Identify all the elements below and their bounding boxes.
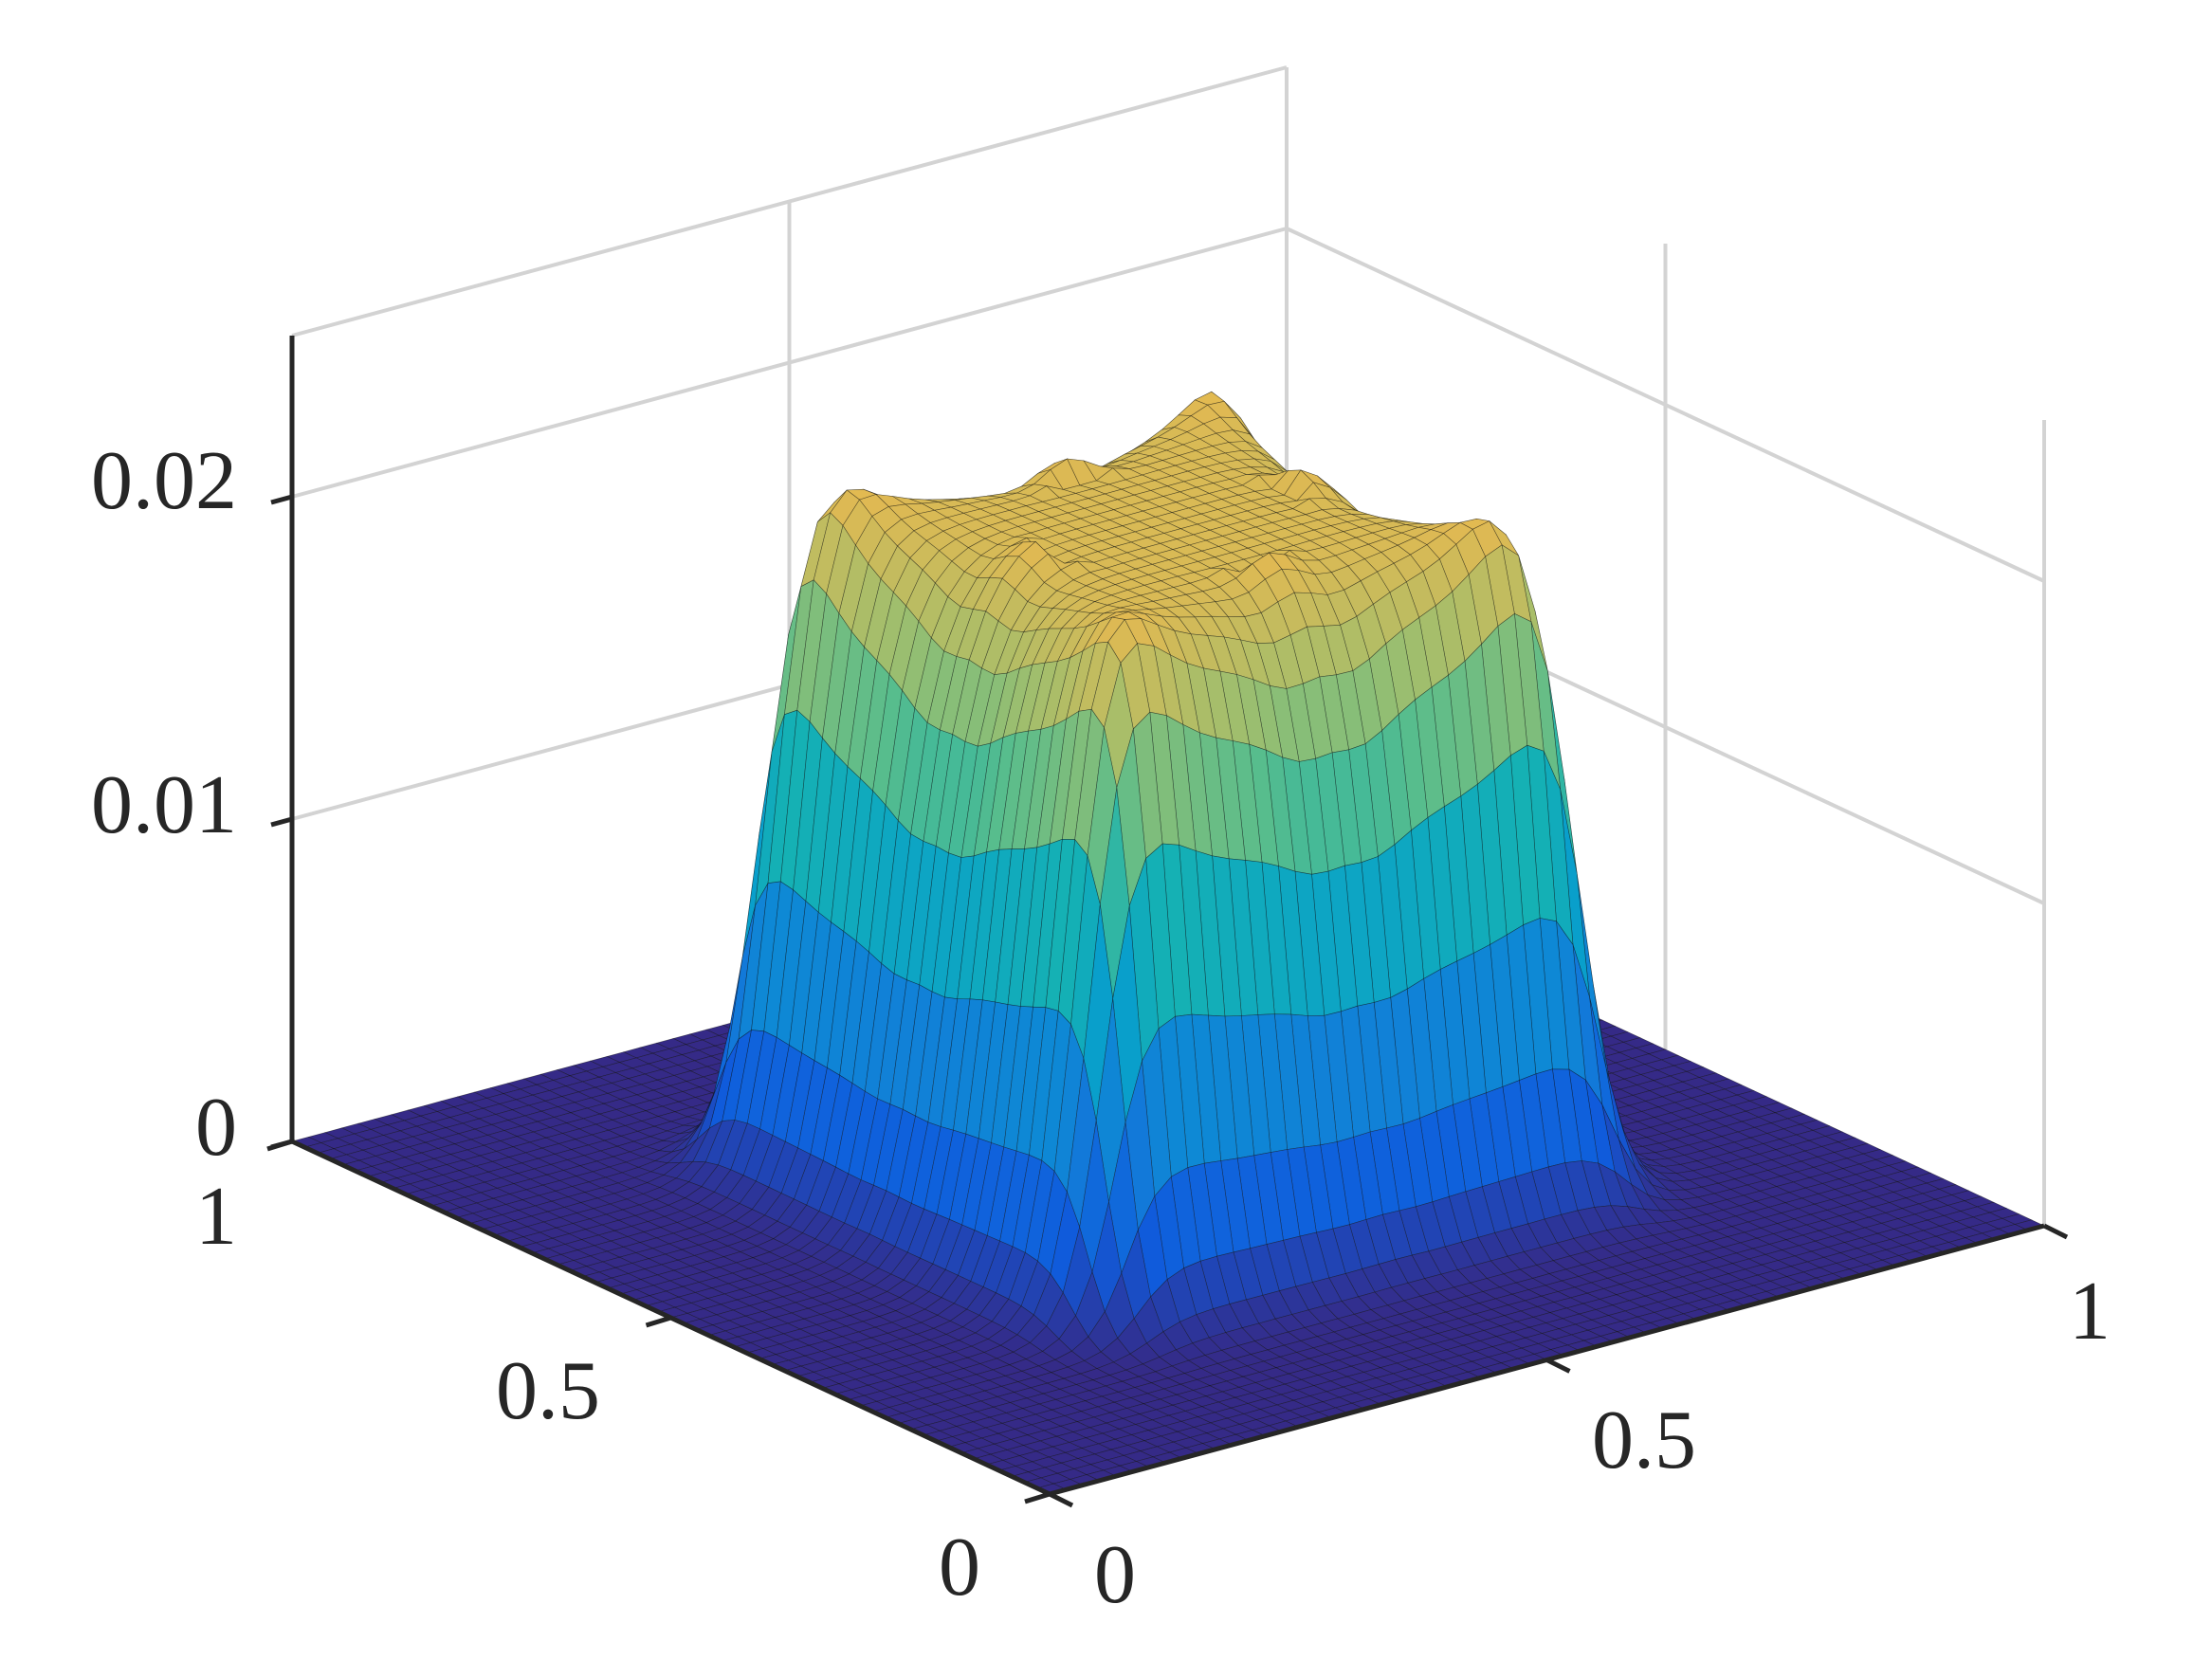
y-tick-label-0.5: 0.5 xyxy=(496,1345,600,1437)
y-tick-label-0: 0 xyxy=(939,1522,980,1613)
z-tick-label-0.02: 0.02 xyxy=(91,435,237,527)
y-tick-label-1: 1 xyxy=(195,1171,237,1263)
z-tick-label-0: 0 xyxy=(195,1082,237,1174)
x-tick-mark-2 xyxy=(2042,1223,2069,1240)
x-tick-mark-0 xyxy=(1048,1491,1074,1508)
surface-mesh xyxy=(291,391,2045,1495)
y-tick-mark-1 xyxy=(645,1315,672,1328)
z-tick-mark-1 xyxy=(270,816,293,828)
grid-top-back xyxy=(291,65,1288,337)
z-tick-label-0.01: 0.01 xyxy=(91,759,237,851)
y-tick-mark-0 xyxy=(1024,1491,1051,1504)
x-tick-label-1: 1 xyxy=(2069,1266,2111,1358)
x-tick-label-0.5: 0.5 xyxy=(1592,1395,1696,1486)
x-tick-label-0: 0 xyxy=(1094,1529,1136,1621)
x-tick-mark-1 xyxy=(1545,1358,1571,1374)
z-tick-mark-2 xyxy=(270,494,293,505)
